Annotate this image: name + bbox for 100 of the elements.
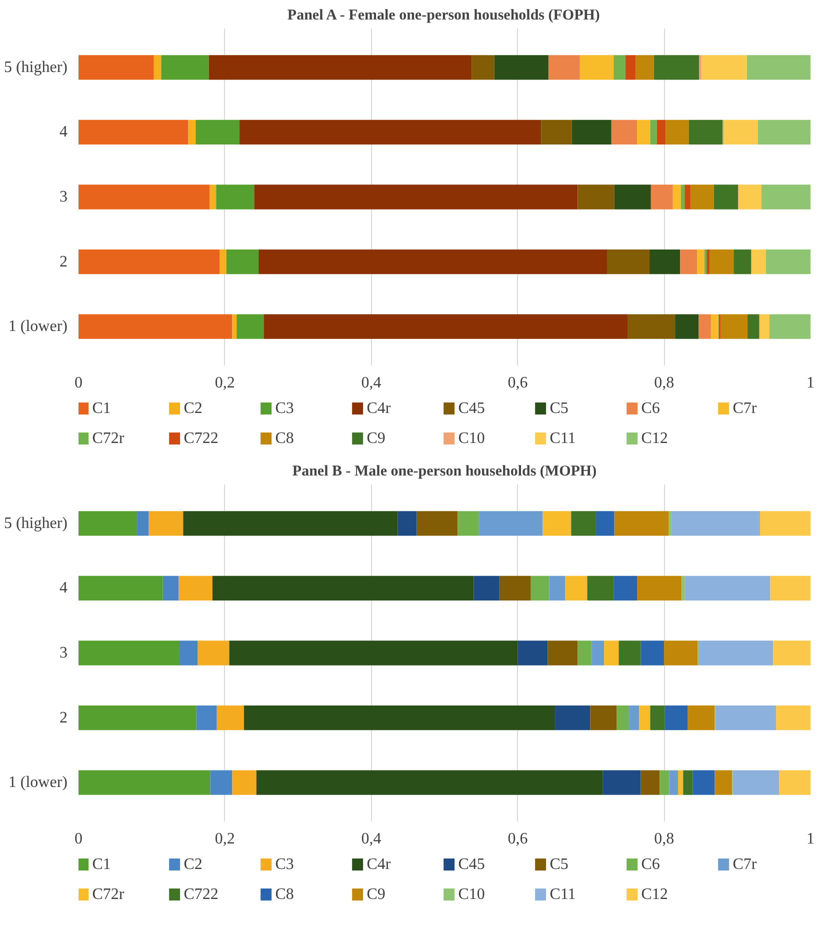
- bar: [724, 120, 758, 145]
- bar: [682, 576, 685, 601]
- legend-label: C11: [550, 886, 576, 903]
- bar: [680, 184, 685, 210]
- bar: [614, 511, 668, 536]
- bar: [656, 120, 666, 145]
- bar: [746, 55, 810, 80]
- legend-label: C8: [275, 886, 294, 903]
- bar: [766, 249, 810, 274]
- legend-label: C1: [92, 400, 111, 417]
- bar: [148, 511, 184, 536]
- legend-label: C2: [184, 856, 202, 873]
- y-tick-label: 4: [60, 580, 68, 597]
- bar: [578, 184, 614, 210]
- bar: [760, 511, 810, 536]
- bar: [654, 55, 700, 80]
- legend-label: C72r: [92, 886, 125, 903]
- bar: [706, 249, 710, 274]
- bar: [518, 640, 548, 666]
- bar: [732, 770, 780, 795]
- bar: [210, 770, 232, 795]
- bar: [773, 640, 810, 666]
- bar: [698, 640, 774, 666]
- bar: [458, 511, 479, 536]
- legend-label: C5: [550, 856, 568, 873]
- bar: [639, 705, 650, 730]
- bar: [240, 120, 542, 145]
- legend-label: C1: [92, 856, 111, 873]
- bar: [734, 249, 752, 274]
- bar: [548, 640, 578, 666]
- legend-label: C45: [458, 400, 485, 417]
- legend-label: C12: [641, 886, 668, 903]
- bar: [416, 511, 458, 536]
- bar: [244, 705, 556, 730]
- bar: [738, 184, 762, 210]
- bar: [602, 770, 641, 795]
- legend-label: C3: [275, 856, 294, 873]
- legend-label: C11: [550, 430, 576, 447]
- bar: [710, 314, 718, 339]
- bar: [650, 705, 665, 730]
- bar: [692, 770, 715, 795]
- bar: [478, 511, 543, 536]
- bar: [571, 511, 596, 536]
- legend-label: C6: [641, 400, 660, 417]
- bar: [714, 770, 732, 795]
- bar: [196, 120, 240, 145]
- bar: [78, 576, 163, 601]
- legend-label: C9: [366, 886, 386, 903]
- y-tick-label: 1 (lower): [8, 774, 68, 792]
- bar: [264, 314, 628, 339]
- bar: [596, 511, 614, 536]
- bar: [548, 55, 580, 80]
- bar: [776, 705, 810, 730]
- bar: [587, 576, 614, 601]
- bar: [672, 184, 681, 210]
- bar: [494, 55, 548, 80]
- bar: [592, 640, 604, 666]
- bar: [236, 314, 264, 339]
- x-tick-label: 0,4: [361, 374, 382, 392]
- bar: [671, 511, 760, 536]
- bar: [760, 314, 770, 339]
- legend-label: C2: [184, 400, 202, 417]
- legend-label: C7r: [732, 400, 758, 417]
- bar: [530, 576, 550, 601]
- bar: [669, 770, 678, 795]
- bar: [78, 249, 220, 274]
- x-tick-label: 0: [74, 374, 82, 392]
- y-tick-label: 4: [60, 124, 68, 141]
- x-tick-label: 0: [74, 830, 82, 848]
- bar: [78, 120, 188, 145]
- bar: [666, 120, 689, 145]
- bar: [226, 249, 259, 274]
- legend-label: C4r: [366, 856, 392, 873]
- bar: [580, 55, 614, 80]
- bar: [714, 184, 738, 210]
- y-tick-label: 5 (higher): [4, 58, 68, 76]
- bar: [614, 184, 651, 210]
- y-tick-label: 3: [60, 644, 68, 662]
- legend-label: C10: [458, 886, 485, 903]
- bar: [604, 640, 619, 666]
- bar: [678, 770, 684, 795]
- chart-title: Panel B - Male one-person households (MOPH): [292, 464, 597, 480]
- bar: [664, 705, 688, 730]
- bar: [258, 249, 608, 274]
- bar: [748, 314, 760, 339]
- y-tick-label: 1 (lower): [8, 318, 68, 336]
- legend-label: C8: [275, 430, 294, 447]
- bar: [565, 576, 588, 601]
- bar: [779, 770, 810, 795]
- bar: [210, 184, 216, 210]
- bar: [161, 55, 209, 80]
- bar: [78, 770, 210, 795]
- bar: [720, 314, 748, 339]
- bar: [254, 184, 578, 210]
- bar: [208, 55, 472, 80]
- x-tick-label: 0,2: [214, 374, 235, 392]
- bar: [220, 249, 226, 274]
- legend-label: C12: [641, 430, 668, 447]
- bar: [761, 184, 810, 210]
- bar: [216, 705, 244, 730]
